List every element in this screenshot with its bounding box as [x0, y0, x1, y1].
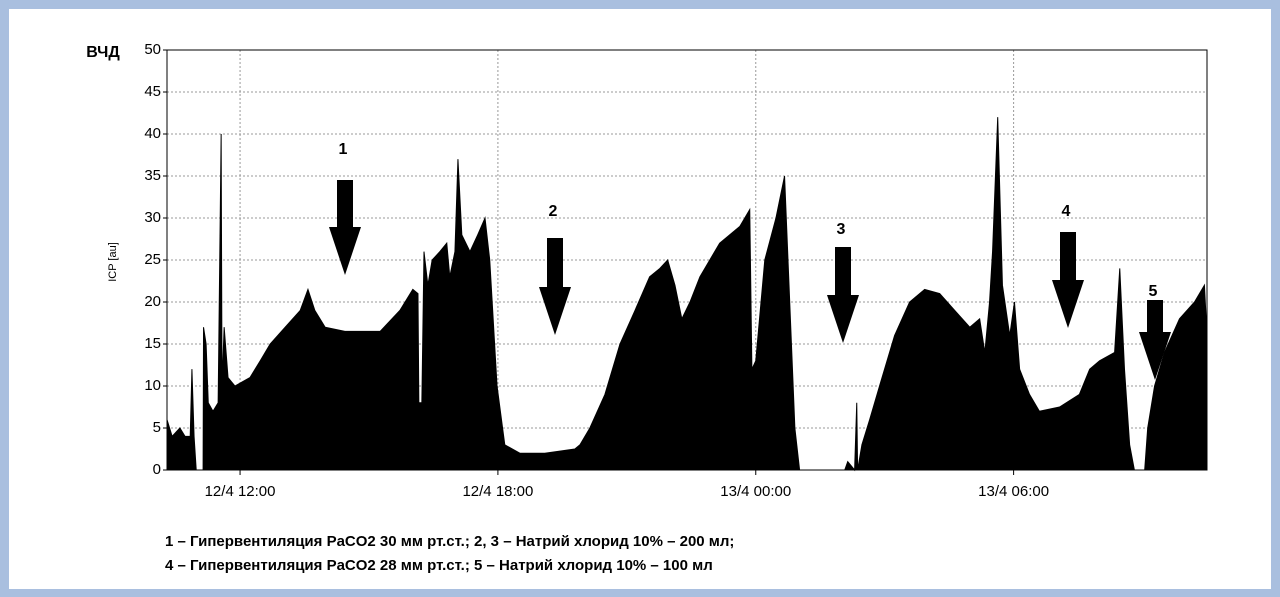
y-tick-label: 40	[144, 125, 161, 142]
x-tick-label: 12/4 12:00	[205, 483, 276, 500]
x-tick-label: 12/4 18:00	[462, 483, 533, 500]
arrow	[827, 247, 859, 343]
x-tick-label: 13/4 06:00	[978, 483, 1049, 500]
y-label-short: ВЧД	[86, 44, 120, 61]
y-tick-label: 45	[144, 83, 161, 100]
y-tick-label: 15	[144, 335, 161, 352]
y-tick-label: 0	[153, 461, 161, 478]
annotation: 2	[549, 203, 558, 220]
annotation: 4	[1062, 203, 1071, 220]
annotation: 1	[339, 141, 348, 158]
note: 1 – Гипервентиляция PaCO2 30 мм рт.ст.; …	[165, 533, 734, 550]
y-axis-label: ICP [au]	[107, 242, 119, 282]
y-tick-label: 10	[144, 377, 161, 394]
y-tick-label: 30	[144, 209, 161, 226]
annotation: 3	[837, 221, 846, 238]
y-tick-label: 50	[144, 41, 161, 58]
arrow	[1052, 232, 1084, 328]
y-tick-label: 25	[144, 251, 161, 268]
y-tick-label: 35	[144, 167, 161, 184]
plot-border	[166, 49, 1208, 471]
y-tick-label: 20	[144, 293, 161, 310]
arrow	[1139, 300, 1171, 380]
y-tick-label: 5	[153, 419, 161, 436]
arrow	[329, 180, 361, 275]
note: 4 – Гипервентиляция PaCO2 28 мм рт.ст.; …	[165, 557, 713, 574]
x-tick-label: 13/4 00:00	[720, 483, 791, 500]
annotation: 5	[1149, 283, 1158, 300]
area	[166, 117, 1208, 472]
arrow	[539, 238, 571, 335]
